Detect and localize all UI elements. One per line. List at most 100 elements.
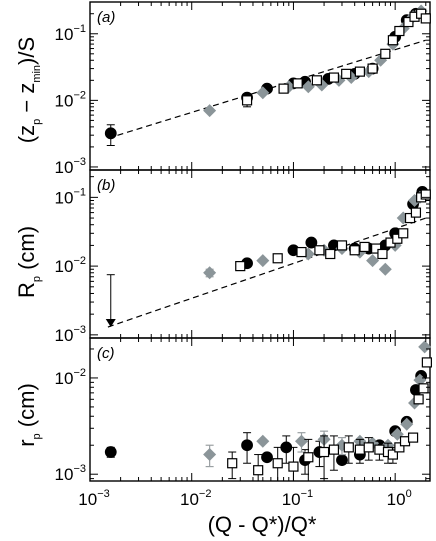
data-point-open-square bbox=[410, 207, 422, 218]
x-tick-label-base: 10 bbox=[78, 490, 97, 509]
panel-a-label: (a) bbox=[97, 9, 115, 26]
data-point-grey-diamond bbox=[203, 104, 217, 118]
data-point-open-square bbox=[377, 248, 388, 260]
data-point-open-square bbox=[253, 465, 264, 476]
y-tick-label-base: 10 bbox=[55, 369, 74, 388]
data-point-grey-diamond bbox=[203, 448, 217, 462]
data-point-open-square bbox=[398, 228, 409, 239]
x-tick-label-exponent: −3 bbox=[97, 488, 110, 500]
data-point-open-square bbox=[404, 212, 416, 224]
panel-a-y-axis-label: (zp − zmin)/S bbox=[14, 37, 43, 143]
y-tick-label-exponent: −2 bbox=[73, 255, 86, 267]
data-point-grey-diamond bbox=[256, 86, 270, 100]
panel-c-marks bbox=[104, 340, 432, 482]
data-point-open-square bbox=[314, 245, 325, 256]
data-point-open-square bbox=[387, 449, 399, 460]
x-tick-labels: 10−3 10−2 10−1 100 bbox=[78, 488, 411, 509]
y-tick-label-base: 10 bbox=[55, 465, 74, 484]
data-point-open-square bbox=[367, 63, 378, 74]
data-point-open-square bbox=[371, 243, 382, 254]
x-tick-label: 10−1 bbox=[282, 488, 313, 509]
panel-b: 10−310−210−1 (b) Rp (cm) bbox=[14, 169, 431, 345]
panel-a-marks bbox=[104, 4, 431, 146]
y-tick-label-exponent: −3 bbox=[73, 156, 86, 168]
data-point-open-square bbox=[272, 253, 283, 264]
data-point-grey-diamond bbox=[203, 266, 217, 280]
y-tick-label-base: 10 bbox=[55, 188, 74, 207]
data-point-open-square bbox=[296, 246, 307, 258]
data-point-grey-diamond bbox=[366, 254, 380, 268]
data-point-open-square bbox=[318, 446, 330, 458]
data-point-open-square bbox=[336, 240, 348, 251]
data-point-grey-diamond bbox=[400, 417, 414, 431]
x-tick-label: 100 bbox=[387, 488, 412, 509]
y-tick-label-exponent: −1 bbox=[73, 186, 86, 198]
y-tick-label-exponent: −3 bbox=[73, 324, 86, 336]
data-point-open-square bbox=[303, 452, 314, 463]
data-point-filled-circle bbox=[241, 439, 253, 452]
y-tick-label: 10−3 bbox=[55, 463, 86, 484]
panel-a-y-ticks: 10−310−210−1 bbox=[55, 1, 430, 177]
data-point-open-square bbox=[227, 458, 238, 469]
data-point-open-square bbox=[235, 261, 246, 272]
x-tick-label-base: 10 bbox=[180, 490, 199, 509]
x-tick-label-base: 10 bbox=[387, 490, 406, 509]
data-point-open-square bbox=[354, 66, 365, 77]
data-point-open-square bbox=[394, 442, 405, 453]
y-tick-label: 10−2 bbox=[55, 255, 86, 276]
data-point-open-square bbox=[292, 78, 303, 89]
y-tick-label: 10−2 bbox=[55, 367, 86, 388]
y-tick-label: 10−2 bbox=[55, 89, 86, 110]
fit-line bbox=[107, 39, 426, 139]
y-tick-label-exponent: −1 bbox=[73, 23, 86, 35]
x-tick-label-base: 10 bbox=[282, 490, 301, 509]
x-axis-label: (Q - Q*)/Q* bbox=[208, 512, 317, 537]
panel-b-y-axis-label: Rp (cm) bbox=[14, 226, 43, 298]
data-point-open-square bbox=[359, 241, 370, 253]
panel-c-label: (c) bbox=[97, 345, 115, 362]
data-point-open-square bbox=[363, 442, 374, 453]
y-tick-label: 10−1 bbox=[55, 23, 86, 44]
y-tick-label-base: 10 bbox=[55, 25, 74, 44]
data-point-open-square bbox=[387, 35, 399, 46]
data-point-open-square bbox=[343, 442, 354, 453]
data-point-open-square bbox=[349, 245, 360, 256]
panel-b-y-ticks: 10−310−210−1 bbox=[55, 176, 430, 345]
x-tick-label-exponent: 0 bbox=[406, 488, 412, 500]
data-point-open-square bbox=[421, 357, 432, 368]
y-tick-label-exponent: −3 bbox=[73, 463, 86, 475]
y-tick-label: 10−3 bbox=[55, 156, 86, 177]
data-point-grey-diamond bbox=[418, 340, 432, 354]
panel-a-frame bbox=[89, 1, 431, 171]
panel-c-x-ticks bbox=[89, 338, 427, 481]
panel-c: 10−310−2 (c) rp (cm) bbox=[14, 337, 432, 484]
data-point-open-square bbox=[328, 72, 340, 83]
data-point-open-square bbox=[403, 16, 414, 28]
data-point-filled-circle bbox=[336, 454, 348, 467]
panel-b-label: (b) bbox=[97, 177, 115, 194]
x-tick-label-exponent: −2 bbox=[199, 488, 212, 500]
data-point-filled-circle bbox=[305, 236, 318, 249]
data-point-filled-circle bbox=[104, 446, 117, 458]
data-point-open-square bbox=[278, 83, 289, 94]
y-tick-label: 10−1 bbox=[55, 186, 86, 207]
y-tick-label-base: 10 bbox=[55, 257, 74, 276]
data-point-grey-diamond bbox=[294, 434, 308, 448]
data-point-grey-diamond bbox=[256, 434, 270, 448]
data-point-open-square bbox=[392, 233, 403, 244]
x-tick-label: 10−3 bbox=[78, 488, 109, 509]
fit-line bbox=[107, 217, 426, 328]
panel-a: 10−310−210−1 (a) (zp − zmin)/S bbox=[14, 1, 431, 177]
data-point-open-square bbox=[328, 444, 340, 455]
data-point-open-square bbox=[394, 25, 405, 37]
panel-b-x-ticks bbox=[89, 170, 427, 338]
data-point-grey-diamond bbox=[256, 254, 270, 268]
data-point-open-square bbox=[288, 461, 299, 472]
y-tick-label-base: 10 bbox=[55, 91, 74, 110]
data-point-open-square bbox=[420, 13, 431, 24]
data-point-open-square bbox=[374, 444, 385, 455]
data-point-open-square bbox=[341, 68, 352, 79]
data-point-open-square bbox=[418, 383, 429, 394]
x-tick-label-exponent: −1 bbox=[301, 488, 314, 500]
